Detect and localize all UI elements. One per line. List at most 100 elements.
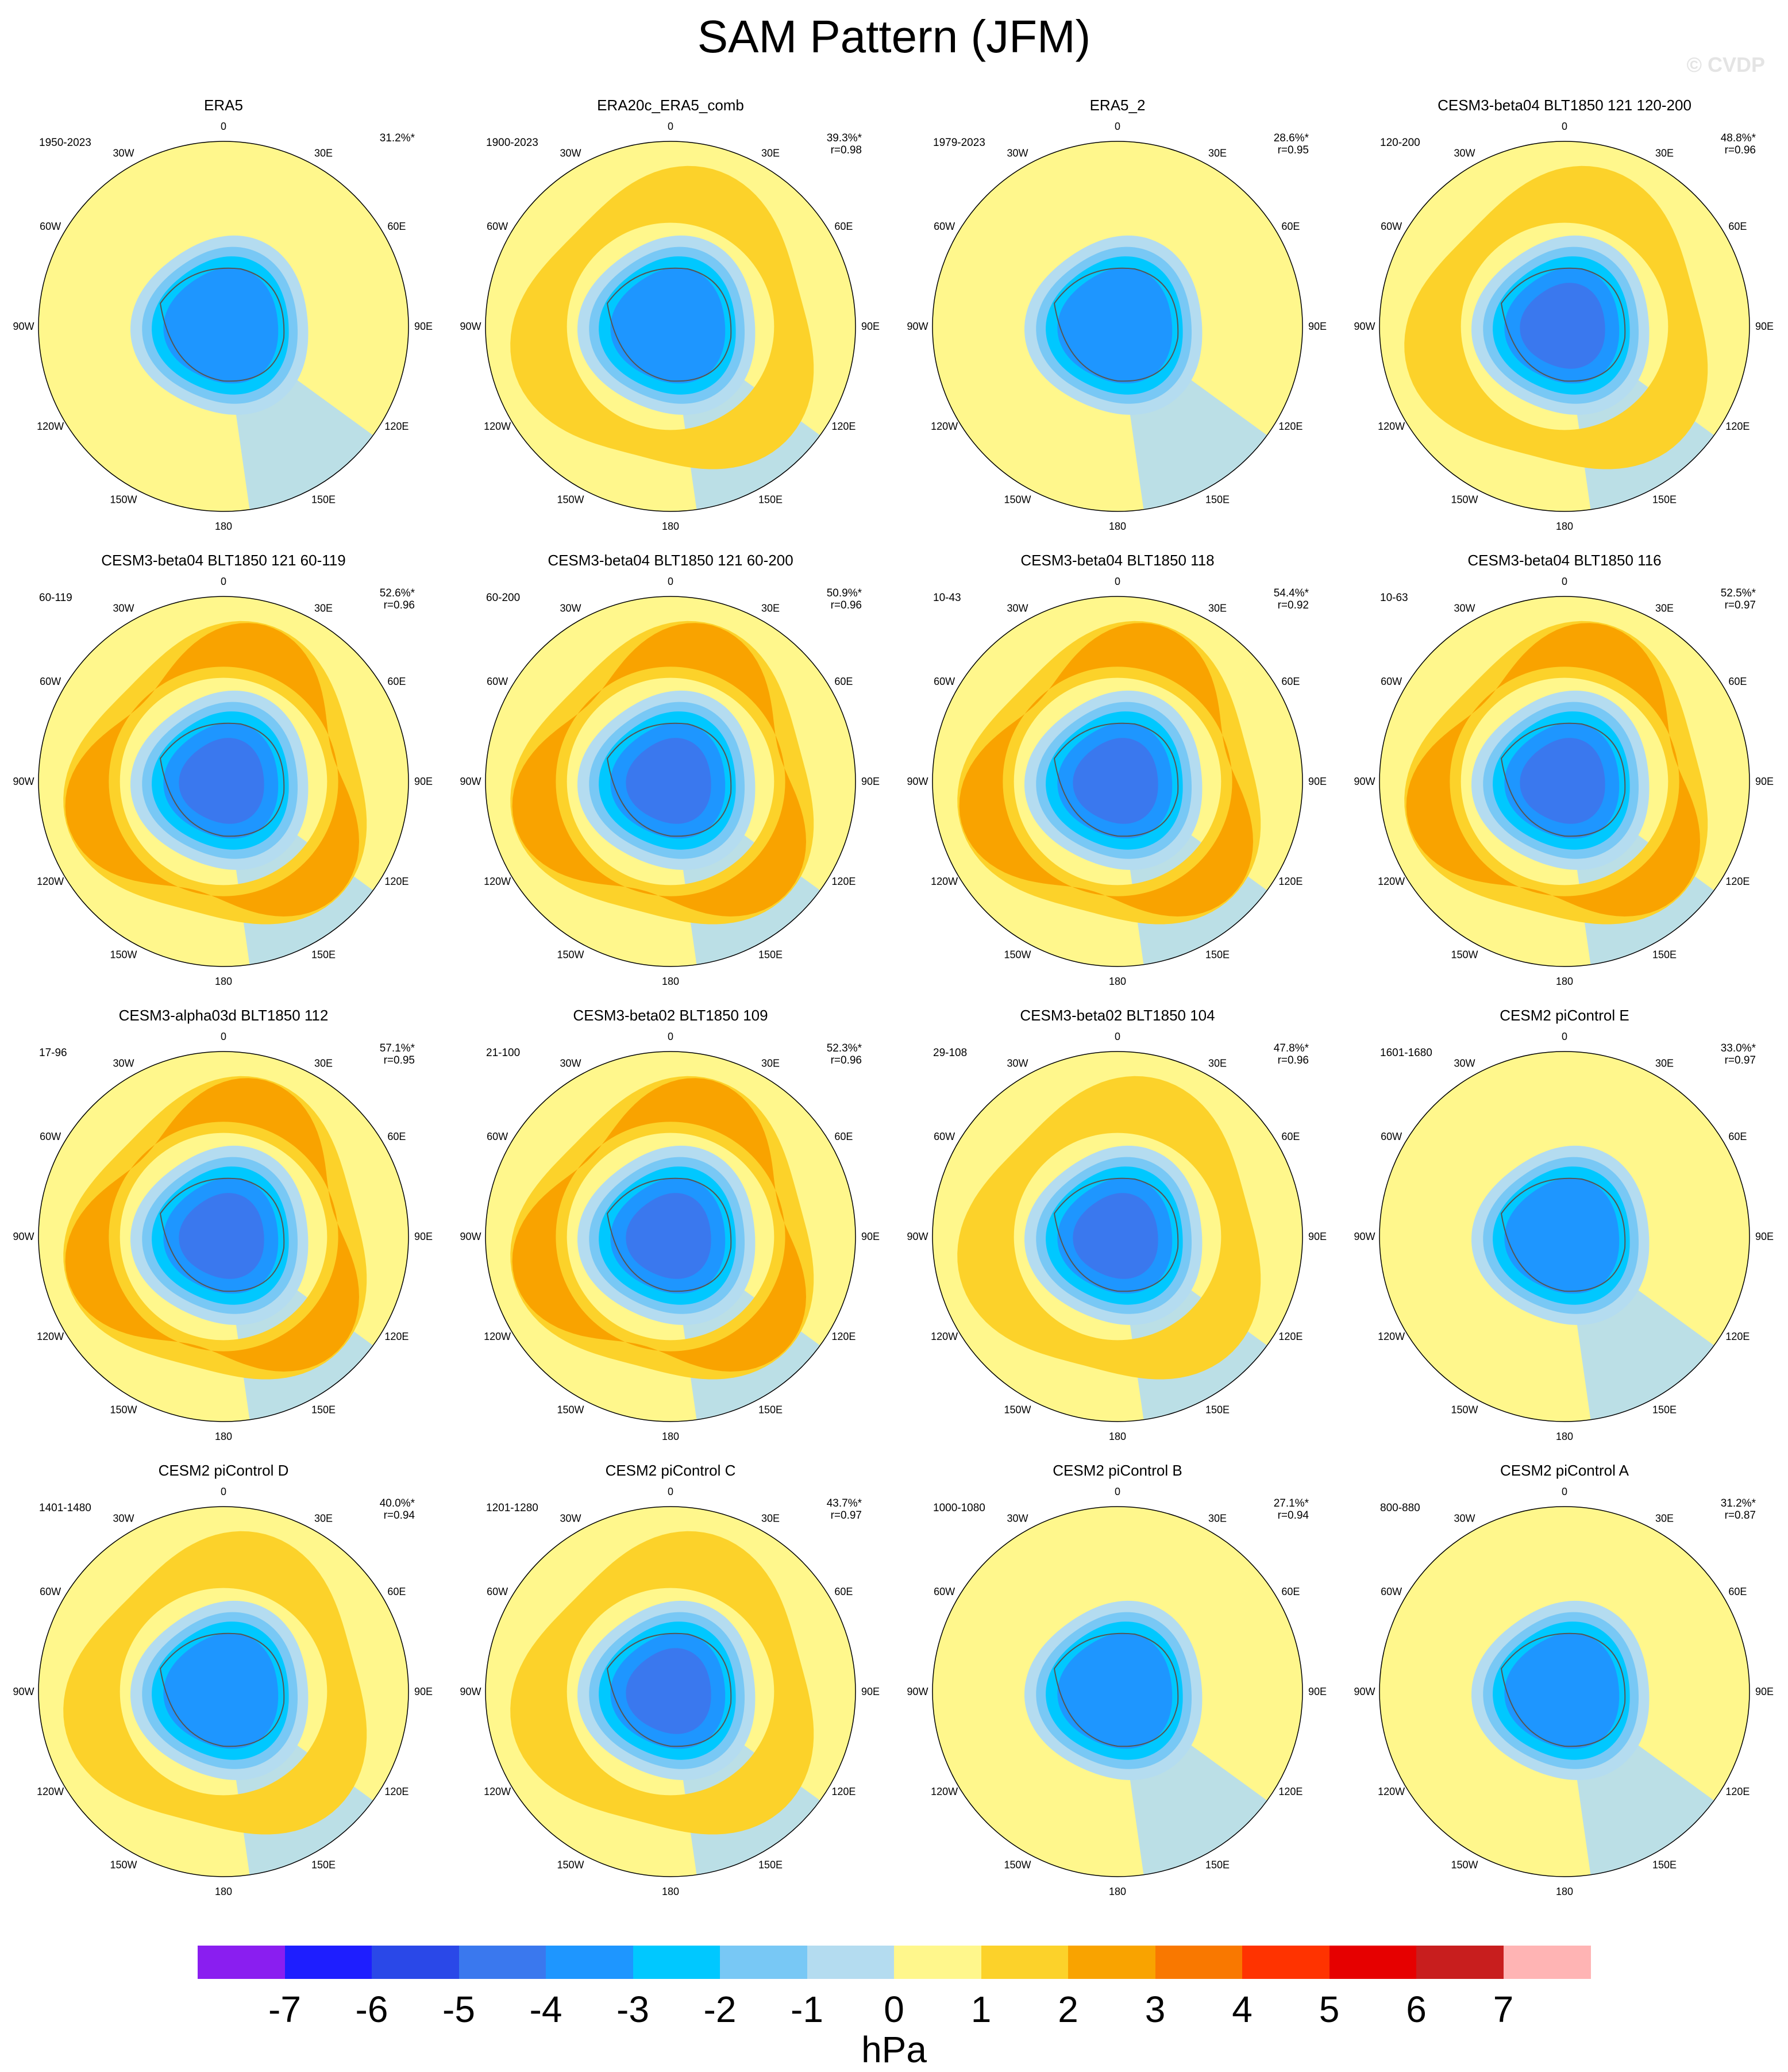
longitude-label: 90W <box>460 321 481 332</box>
longitude-label: 150W <box>1004 494 1031 505</box>
longitude-label: 150E <box>311 1859 336 1870</box>
colorbar-tick-label: 3 <box>1145 1989 1166 2030</box>
panel-years: 17-96 <box>39 1047 67 1059</box>
longitude-label: 120E <box>831 876 856 887</box>
longitude-label: 30E <box>314 148 333 159</box>
colorbar-tick-label: -1 <box>791 1989 823 2030</box>
panel-stats: 33.0%* r=0.97 <box>1670 1042 1756 1066</box>
longitude-label: 30W <box>1007 1058 1028 1069</box>
antarctica-coastline <box>1053 267 1179 382</box>
longitude-label: 0 <box>221 1486 226 1497</box>
pattern-correlation: r=0.97 <box>1724 599 1756 611</box>
negative-contour <box>163 267 279 384</box>
longitude-label: 30E <box>1208 148 1227 159</box>
polar-map: 0 30E 60E 90E 120E 150E 180 150W 120W 90W 60W 30W <box>460 576 880 987</box>
map-border <box>38 1051 409 1422</box>
longitude-label: 120W <box>484 1331 511 1342</box>
variance-explained: 52.5%* <box>1720 587 1756 599</box>
longitude-label: 120W <box>484 1786 511 1797</box>
map-panel: 0 30E 60E 90E 120E 150E 180 150W 120W 90W 60W 30W ER… <box>447 97 894 550</box>
pattern-correlation: r=0.96 <box>830 599 862 611</box>
longitude-label: 150W <box>1004 1859 1031 1870</box>
colorbar-swatch <box>981 1946 1069 1979</box>
longitude-label: 30W <box>113 148 134 159</box>
antarctica-coastline <box>606 722 732 837</box>
longitude-label: 60W <box>40 1131 61 1142</box>
longitude-label: 90W <box>460 776 481 787</box>
panel-title: CESM3-alpha03d BLT1850 112 <box>118 1007 329 1024</box>
panel-title: CESM2 piControl D <box>158 1462 289 1479</box>
panel-years: 1979-2023 <box>933 137 985 149</box>
longitude-label: 120E <box>384 876 409 887</box>
panel-stats: 43.7%* r=0.97 <box>776 1497 862 1522</box>
polar-map: 0 30E 60E 90E 120E 150E 180 150W 120W 90W 60W 30W <box>907 576 1327 987</box>
map-panel: 0 30E 60E 90E 120E 150E 180 150W 120W 90W 60W 30W CE… <box>1341 1007 1788 1461</box>
colorbar-swatch <box>1416 1946 1504 1979</box>
panel-years: 60-200 <box>486 592 521 604</box>
panel-years: 120-200 <box>1380 137 1420 149</box>
variance-explained: 40.0%* <box>379 1497 415 1509</box>
panel-title: CESM2 piControl C <box>605 1462 736 1479</box>
longitude-label: 120E <box>384 1331 409 1342</box>
pattern-correlation: r=0.96 <box>1277 1054 1309 1066</box>
longitude-label: 30W <box>1454 603 1475 614</box>
panel-stats: 52.5%* r=0.97 <box>1670 587 1756 611</box>
longitude-label: 60W <box>40 676 61 687</box>
negative-contour <box>1520 738 1605 824</box>
panel-years: 1000-1080 <box>933 1502 985 1514</box>
longitude-label: 180 <box>662 1431 679 1442</box>
longitude-label: 30E <box>1208 1058 1227 1069</box>
longitude-label: 0 <box>1562 576 1567 587</box>
negative-contour <box>1504 1632 1620 1749</box>
longitude-label: 0 <box>1562 1031 1567 1042</box>
longitude-label: 30E <box>1655 148 1674 159</box>
variance-explained: 43.7%* <box>826 1497 862 1509</box>
panel-stats: 47.8%* r=0.96 <box>1223 1042 1309 1066</box>
panel-years: 800-880 <box>1380 1502 1420 1514</box>
longitude-label: 90W <box>460 1686 481 1697</box>
longitude-label: 0 <box>668 121 673 132</box>
colorbar-swatch <box>1068 1946 1155 1979</box>
longitude-label: 90E <box>1755 321 1774 332</box>
longitude-label: 150W <box>1451 494 1478 505</box>
map-border <box>1379 596 1750 967</box>
longitude-label: 0 <box>668 576 673 587</box>
longitude-label: 120E <box>1278 1786 1303 1797</box>
antarctica-coastline <box>159 1632 285 1747</box>
antarctica-coastline <box>1053 1632 1179 1747</box>
colorbar-tick-label: -7 <box>268 1989 301 2030</box>
panel-title: ERA5 <box>204 97 243 114</box>
longitude-label: 0 <box>668 1486 673 1497</box>
colorbar-swatch <box>894 1946 981 1979</box>
longitude-label: 60W <box>40 1586 61 1597</box>
longitude-label: 120W <box>484 876 511 887</box>
longitude-label: 0 <box>221 1031 226 1042</box>
negative-contour <box>179 738 264 824</box>
longitude-label: 0 <box>221 121 226 132</box>
pattern-correlation: r=0.94 <box>1277 1509 1309 1522</box>
longitude-label: 30E <box>314 1513 333 1524</box>
polar-map: 0 30E 60E 90E 120E 150E 180 150W 120W 90W 60W 30W <box>13 121 433 532</box>
longitude-label: 150W <box>1004 1404 1031 1415</box>
longitude-label: 0 <box>1562 1486 1567 1497</box>
positive-contour <box>63 1531 367 1835</box>
longitude-label: 120W <box>37 1786 64 1797</box>
positive-contour <box>1404 621 1708 925</box>
panel-years: 1900-2023 <box>486 137 538 149</box>
polar-map: 0 30E 60E 90E 120E 150E 180 150W 120W 90W 60W 30W <box>460 121 880 532</box>
negative-contour <box>626 738 711 824</box>
map-panel: 0 30E 60E 90E 120E 150E 180 150W 120W 90W 60W 30W CE… <box>0 552 447 1006</box>
longitude-label: 180 <box>215 976 232 987</box>
longitude-label: 60E <box>834 676 853 687</box>
longitude-label: 60W <box>40 221 61 232</box>
longitude-label: 60E <box>387 221 406 232</box>
pattern-correlation: r=0.87 <box>1724 1509 1756 1522</box>
map-panel: 0 30E 60E 90E 120E 150E 180 150W 120W 90W 60W 30W CE… <box>894 1462 1341 1916</box>
longitude-label: 90E <box>1308 776 1327 787</box>
variance-explained: 31.2%* <box>379 132 415 144</box>
panel-stats: 31.2%* <box>329 132 415 144</box>
polar-map: 0 30E 60E 90E 120E 150E 180 150W 120W 90W 60W 30W <box>13 1486 433 1897</box>
map-panel: 0 30E 60E 90E 120E 150E 180 150W 120W 90W 60W 30W CE… <box>894 1007 1341 1461</box>
colorbar-swatch <box>1155 1946 1243 1979</box>
panel-years: 1601-1680 <box>1380 1047 1432 1059</box>
